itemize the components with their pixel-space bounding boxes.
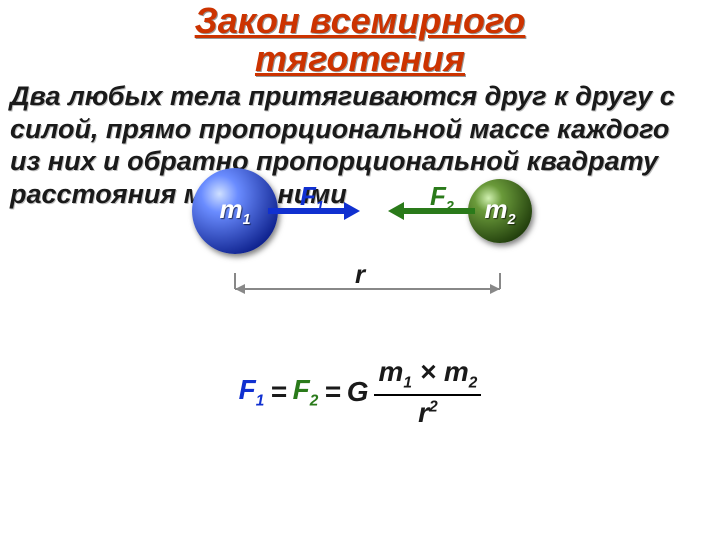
distance-label: r [355,259,365,290]
title-line-2: тяготения [255,38,465,79]
formula-f2: F2 [293,374,319,411]
mass-label-2: m2 [484,194,515,228]
mass-label-1: m1 [219,194,250,228]
gravitation-formula: F1 = F2 = G m1 × m2 r2 [0,357,720,427]
formula-g: G [347,376,369,408]
slide-title: Закон всемирного тяготения [0,0,720,78]
formula-eq-1: = [270,376,286,408]
title-line-1: Закон всемирного [195,0,526,41]
formula-f1: F1 [239,374,265,411]
distance-dimension-line [223,269,512,301]
gravitation-diagram: m1 m2 F1 F2 r [0,171,720,351]
formula-numerator: m1 × m2 [374,357,481,392]
formula-eq-2: = [324,376,340,408]
formula-fraction: m1 × m2 r2 [374,357,481,427]
formula-denominator: r2 [414,398,441,427]
force-label-2: F2 [430,181,454,215]
fraction-bar [374,394,481,396]
force-label-1: F1 [300,181,324,215]
